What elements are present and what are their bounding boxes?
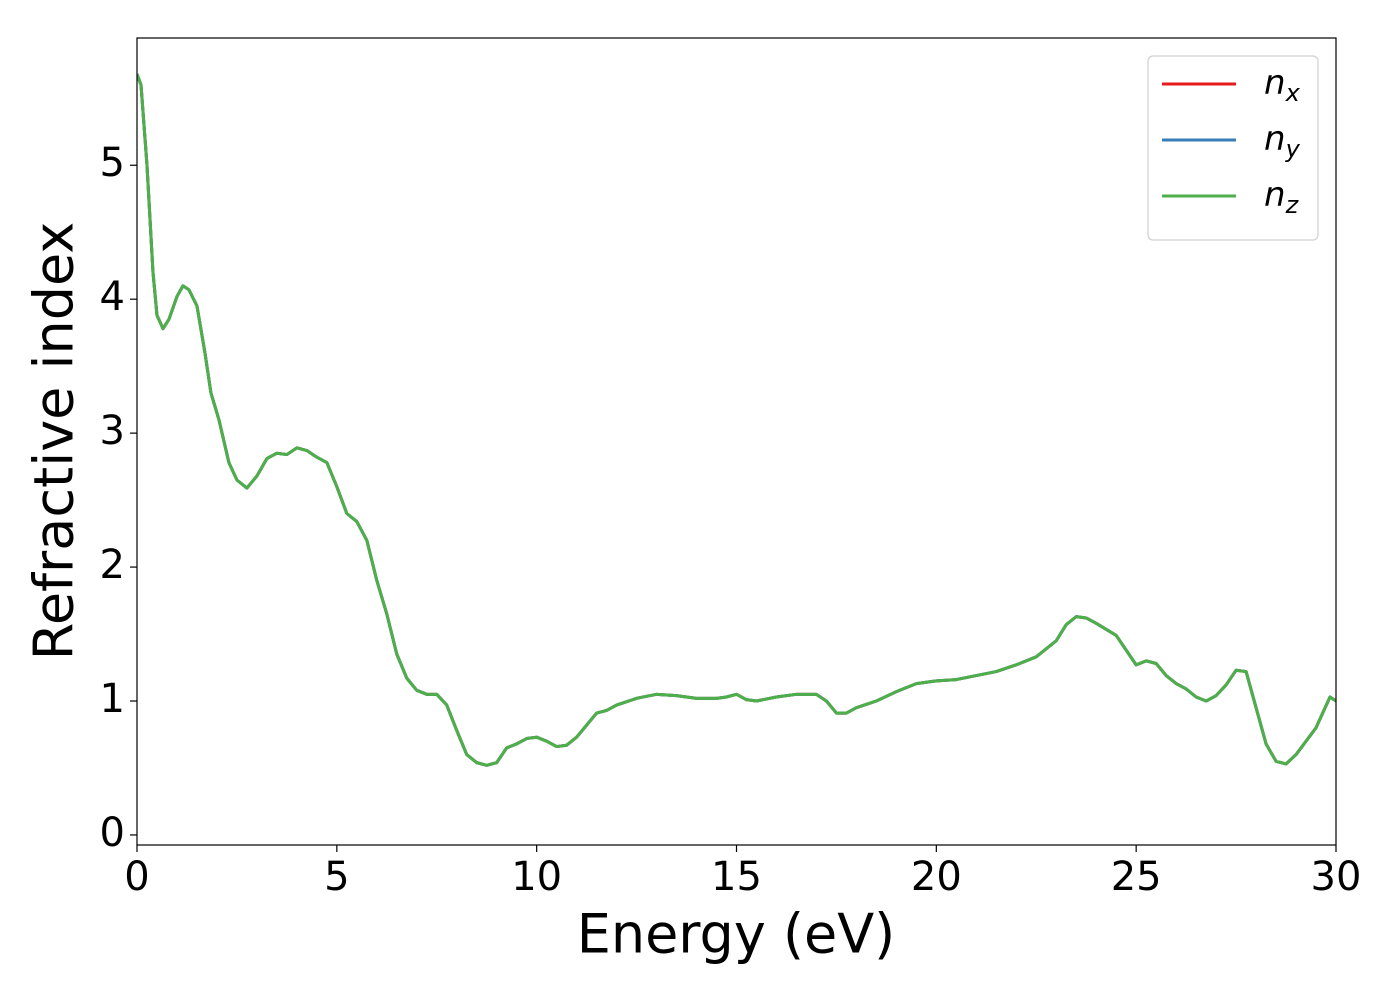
y-tick-label: 2 bbox=[100, 542, 125, 588]
x-axis-label: Energy (eV) bbox=[577, 903, 896, 966]
y-tick-label: 3 bbox=[100, 408, 125, 454]
legend-label: nz bbox=[1264, 175, 1300, 220]
y-tick-label: 4 bbox=[100, 274, 125, 320]
y-tick-label: 5 bbox=[100, 140, 125, 186]
plot-frame bbox=[136, 37, 1337, 846]
x-tick-label: 25 bbox=[1111, 854, 1162, 900]
y-axis-label: Refractive index bbox=[23, 222, 86, 661]
x-tick-label: 5 bbox=[324, 854, 349, 900]
legend-label: ny bbox=[1264, 119, 1301, 164]
y-tick-label: 1 bbox=[100, 676, 125, 722]
x-tick-label: 10 bbox=[511, 854, 562, 900]
x-tick-label: 15 bbox=[711, 854, 762, 900]
series-line bbox=[137, 73, 1336, 767]
x-tick-label: 20 bbox=[911, 854, 962, 900]
x-tick-label: 30 bbox=[1311, 854, 1362, 900]
legend-box bbox=[1147, 55, 1319, 241]
y-tick-label: 0 bbox=[100, 810, 125, 856]
x-tick-label: 0 bbox=[124, 854, 149, 900]
legend-label: nx bbox=[1264, 63, 1301, 108]
